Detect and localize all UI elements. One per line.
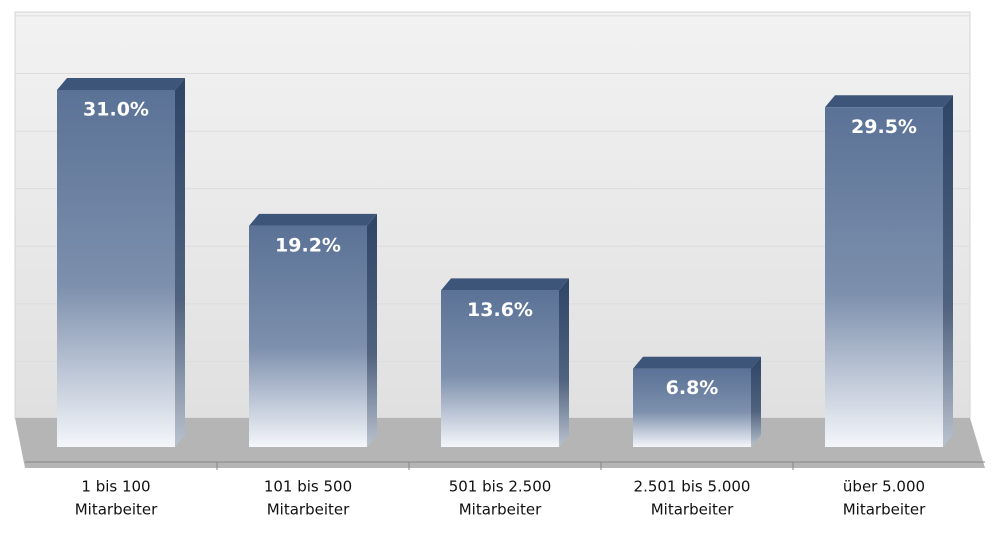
x-tick-label: 101 bis 500 — [264, 478, 352, 496]
bar — [249, 225, 367, 447]
bar-side — [943, 95, 953, 447]
bar-side — [367, 213, 377, 447]
x-tick-label: Mitarbeiter — [267, 501, 350, 519]
x-tick-label: 2.501 bis 5.000 — [634, 478, 751, 496]
bar-top — [633, 356, 761, 369]
x-tick-label: 1 bis 100 — [81, 478, 150, 496]
x-tick-label: Mitarbeiter — [459, 501, 542, 519]
x-tick-label: 501 bis 2.500 — [449, 478, 552, 496]
bar-side — [559, 278, 569, 447]
x-tick-label: Mitarbeiter — [651, 501, 734, 519]
value-label: 29.5% — [851, 116, 917, 138]
bar-side — [751, 356, 761, 447]
bar-top — [825, 95, 953, 108]
value-label: 19.2% — [275, 234, 341, 256]
value-label: 31.0% — [83, 99, 149, 121]
bar-top — [249, 213, 377, 226]
bar — [633, 368, 751, 447]
x-tick-label: Mitarbeiter — [843, 501, 926, 519]
bar — [825, 107, 943, 447]
bar-top — [441, 278, 569, 291]
value-label: 13.6% — [467, 299, 533, 321]
x-tick-label: Mitarbeiter — [75, 501, 158, 519]
bar-side — [175, 78, 185, 447]
x-tick-label: über 5.000 — [843, 478, 925, 496]
bar — [57, 90, 175, 447]
bar — [441, 290, 559, 447]
value-label: 6.8% — [666, 377, 719, 399]
bar-top — [57, 78, 185, 90]
